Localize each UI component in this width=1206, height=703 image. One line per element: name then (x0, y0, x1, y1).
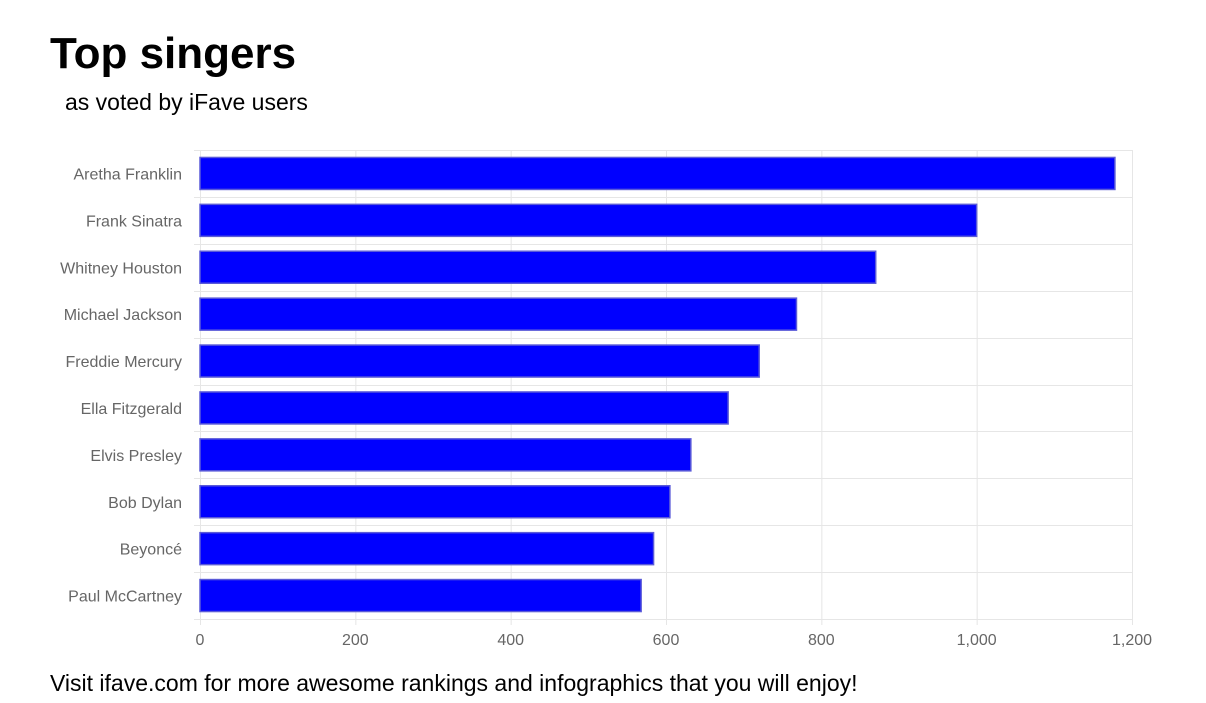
bar (199, 578, 642, 613)
bar (199, 391, 729, 425)
x-tick-label: 1,000 (957, 632, 997, 649)
category-label: Bob Dylan (108, 495, 182, 512)
x-tick-label: 200 (342, 632, 369, 649)
x-tick-label: 600 (653, 632, 680, 649)
bar (199, 485, 671, 519)
category-label: Ella Fitzgerald (81, 401, 182, 418)
category-labels: Aretha Franklin Frank Sinatra Whitney Hous… (60, 166, 182, 605)
bar (199, 203, 978, 238)
chart-title: Top singers (50, 29, 297, 78)
category-label: Frank Sinatra (86, 213, 182, 230)
x-tick-label: 1,200 (1112, 632, 1152, 649)
category-label: Beyoncé (120, 542, 182, 559)
bar (199, 344, 760, 378)
bar (199, 156, 1116, 191)
bar (199, 531, 655, 566)
chart-subtitle: as voted by iFave users (65, 89, 308, 115)
bar (199, 297, 798, 331)
category-label: Freddie Mercury (66, 354, 182, 371)
category-label: Michael Jackson (64, 307, 182, 324)
category-label: Aretha Franklin (74, 166, 183, 183)
bar (199, 438, 692, 472)
x-tick-label: 0 (196, 632, 205, 649)
x-tick-label: 800 (808, 632, 835, 649)
x-tick-label: 400 (497, 632, 524, 649)
footer-link-text: Visit ifave.com for more awesome ranking… (50, 670, 858, 696)
category-label: Whitney Houston (60, 260, 182, 277)
bar (199, 250, 877, 284)
category-label: Paul McCartney (68, 589, 182, 606)
x-axis-tick-labels: 0 200 400 600 800 1,000 1,200 (196, 632, 1153, 649)
category-label: Elvis Presley (90, 448, 182, 465)
bars (199, 156, 1116, 613)
